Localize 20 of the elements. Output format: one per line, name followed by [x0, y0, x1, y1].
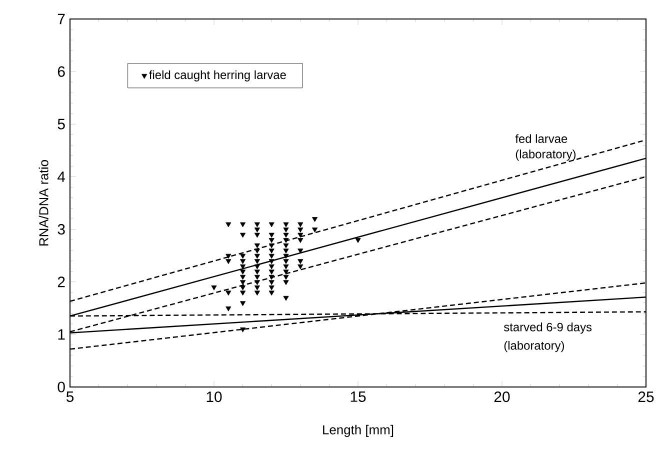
y-tick-label: 2	[58, 276, 65, 288]
x-tick-label: 25	[638, 392, 654, 402]
y-tick-label: 3	[58, 224, 65, 235]
annotation: (laboratory)	[516, 150, 576, 161]
annotation: fed larvae	[515, 134, 568, 143]
x-tick-label: 20	[494, 392, 510, 402]
y-tick-label: 7	[58, 14, 65, 24]
x-axis-title: Length [mm]	[323, 424, 394, 437]
y-tick-label: 5	[58, 118, 65, 130]
y-tick-label: 1	[58, 329, 65, 340]
annotation: (laboratory)	[504, 340, 564, 352]
x-tick-label: 15	[350, 392, 366, 402]
y-tick-label: 0	[58, 382, 65, 392]
y-axis-title: RNA/DNA ratio	[38, 160, 48, 246]
x-tick-label: 10	[206, 392, 222, 402]
annotation: starved 6-9 days	[504, 322, 592, 334]
x-tick-label: 5	[66, 392, 74, 402]
y-tick-label: 4	[58, 172, 66, 182]
legend-label: field caught herring larvae	[149, 70, 286, 82]
y-tick-label: 6	[58, 66, 65, 77]
